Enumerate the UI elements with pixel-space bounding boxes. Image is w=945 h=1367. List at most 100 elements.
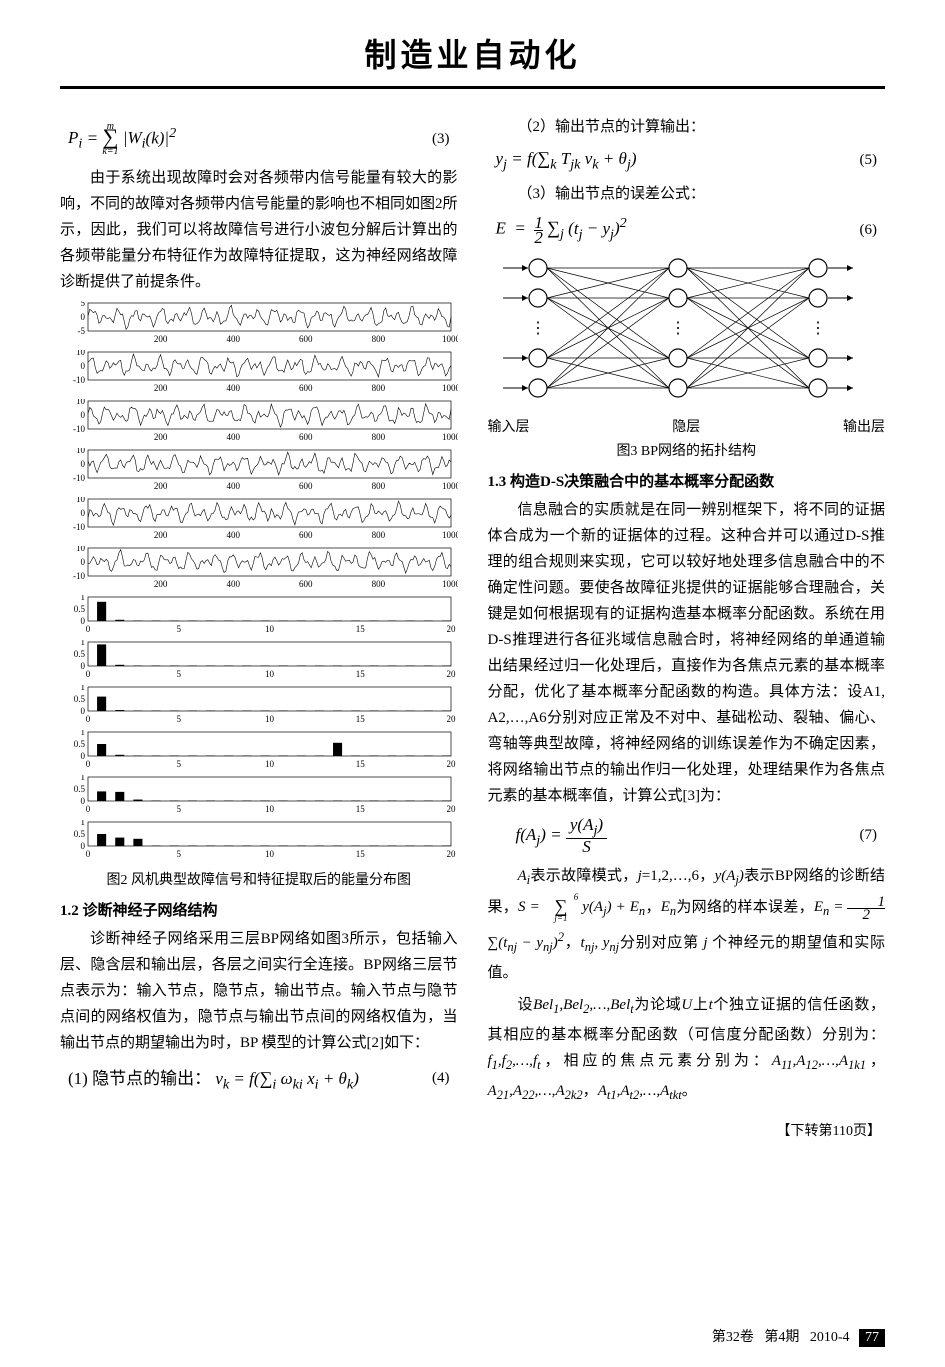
left-column: Pi = m∑k=1 |Wi(k)|2 (3) 由于系统出现故障时会对各频带内信… [60, 114, 458, 1140]
section-1-3-title: 1.3 构造D-S决策融合中的基本概率分配函数 [488, 470, 886, 491]
svg-text:10: 10 [76, 448, 86, 455]
fig3-label-output: 输出层 [843, 416, 885, 436]
signal-strip: -100102004006008001000 [60, 399, 458, 441]
svg-text:600: 600 [299, 432, 313, 441]
svg-text:0: 0 [81, 751, 86, 761]
svg-text:10: 10 [265, 624, 275, 633]
footer-issue: 第4期 [764, 1330, 799, 1345]
svg-text:20: 20 [447, 624, 457, 633]
eq7-body: f(Aj) = y(Aj)S [496, 817, 608, 855]
svg-text:-10: -10 [73, 473, 85, 483]
svg-text:600: 600 [299, 530, 313, 539]
svg-text:200: 200 [154, 530, 168, 539]
para-5: 设Bel1,Bel2,…,Belt为论域U上t个独立证据的信任函数，其相应的基本… [488, 992, 886, 1108]
fig3-label-hidden: 隐层 [672, 416, 700, 436]
svg-text:800: 800 [372, 383, 386, 392]
bar-strip: 00.5105101520 [60, 595, 458, 633]
bp-network-svg: ⋮⋮⋮ [488, 253, 868, 403]
para-1: 由于系统出现故障时会对各频带内信号能量有较大的影响，不同的故障对各频带内信号能量… [60, 165, 458, 295]
svg-text:800: 800 [372, 334, 386, 343]
svg-text:5: 5 [177, 669, 182, 678]
svg-text:5: 5 [177, 849, 182, 858]
svg-text:400: 400 [226, 432, 240, 441]
svg-text:20: 20 [447, 714, 457, 723]
svg-text:200: 200 [154, 432, 168, 441]
svg-text:10: 10 [265, 714, 275, 723]
header-rule [60, 86, 885, 89]
signal-strip: -100102004006008001000 [60, 497, 458, 539]
svg-text:0: 0 [86, 849, 91, 858]
svg-text:5: 5 [177, 624, 182, 633]
equation-4: (1) 隐节点的输出： vk = f(∑i ωki xi + θk) (4) [60, 1064, 458, 1093]
eq6-body: E = 12 ∑j (tj − yj)2 [496, 215, 627, 244]
section-1-2-title: 1.2 诊断神经子网络结构 [60, 899, 458, 920]
footer-volume: 第32卷 [712, 1330, 754, 1345]
svg-text:600: 600 [299, 481, 313, 490]
svg-text:15: 15 [356, 804, 366, 813]
svg-text:0: 0 [86, 759, 91, 768]
svg-text:0: 0 [86, 804, 91, 813]
svg-text:200: 200 [154, 481, 168, 490]
svg-text:400: 400 [226, 334, 240, 343]
fig3-label-input: 输入层 [488, 416, 530, 436]
svg-text:0: 0 [86, 714, 91, 723]
svg-text:20: 20 [447, 849, 457, 858]
svg-text:200: 200 [154, 579, 168, 588]
svg-text:10: 10 [265, 759, 275, 768]
svg-text:10: 10 [265, 669, 275, 678]
svg-text:1: 1 [81, 730, 86, 737]
signal-strip: -5052004006008001000 [60, 301, 458, 343]
equation-6: E = 12 ∑j (tj − yj)2 (6) [488, 215, 886, 244]
figure-2-caption: 图2 风机典型故障信号和特征提取后的能量分布图 [60, 869, 458, 889]
bar-strip: 00.5105101520 [60, 685, 458, 723]
svg-text:10: 10 [76, 399, 86, 406]
journal-title: 制造业自动化 [0, 0, 945, 86]
svg-text:0.5: 0.5 [74, 739, 86, 749]
page-footer: 第32卷 第4期 2010-4 77 [712, 1326, 885, 1347]
figure-3-caption: 图3 BP网络的拓扑结构 [488, 440, 886, 460]
svg-text:400: 400 [226, 579, 240, 588]
svg-text:200: 200 [154, 334, 168, 343]
svg-text:5: 5 [177, 804, 182, 813]
continuation-note: 【下转第110页】 [488, 1120, 886, 1140]
svg-text:1000: 1000 [442, 530, 458, 539]
figure-3: ⋮⋮⋮ [488, 253, 886, 408]
svg-text:1: 1 [81, 640, 86, 647]
equation-3: Pi = m∑k=1 |Wi(k)|2 (3) [60, 122, 458, 157]
svg-text:0: 0 [81, 312, 86, 322]
item-2-label: （2）输出节点的计算输出： [488, 114, 886, 140]
svg-text:-10: -10 [73, 571, 85, 581]
svg-text:0: 0 [86, 624, 91, 633]
svg-text:20: 20 [447, 804, 457, 813]
svg-text:0: 0 [81, 796, 86, 806]
svg-text:800: 800 [372, 530, 386, 539]
bar-strip: 00.5105101520 [60, 820, 458, 858]
svg-text:0: 0 [86, 669, 91, 678]
svg-text:0.5: 0.5 [74, 829, 86, 839]
svg-text:0.5: 0.5 [74, 604, 86, 614]
svg-text:20: 20 [447, 669, 457, 678]
signal-strip: -100102004006008001000 [60, 546, 458, 588]
svg-text:600: 600 [299, 579, 313, 588]
svg-text:15: 15 [356, 669, 366, 678]
svg-text:0: 0 [81, 361, 86, 371]
equation-5: yj = f(∑k Tjk vk + θj) (5) [488, 148, 886, 173]
bar-strip: 00.5105101520 [60, 775, 458, 813]
bar-strip: 00.5105101520 [60, 640, 458, 678]
svg-text:0: 0 [81, 459, 86, 469]
svg-text:-10: -10 [73, 424, 85, 434]
svg-text:5: 5 [177, 759, 182, 768]
footer-date: 2010-4 [810, 1330, 850, 1345]
eq3-body: Pi = m∑k=1 |Wi(k)|2 [68, 122, 176, 157]
svg-text:10: 10 [76, 546, 86, 553]
svg-text:400: 400 [226, 481, 240, 490]
eq3-number: (3) [432, 131, 450, 148]
svg-text:0.5: 0.5 [74, 784, 86, 794]
svg-text:800: 800 [372, 579, 386, 588]
figure-2: -5052004006008001000-1001020040060080010… [60, 301, 458, 865]
figure-3-labels: 输入层 隐层 输出层 [488, 416, 886, 436]
svg-text:10: 10 [265, 849, 275, 858]
svg-text:0: 0 [81, 508, 86, 518]
eq4-number: (4) [432, 1070, 450, 1087]
svg-text:600: 600 [299, 334, 313, 343]
